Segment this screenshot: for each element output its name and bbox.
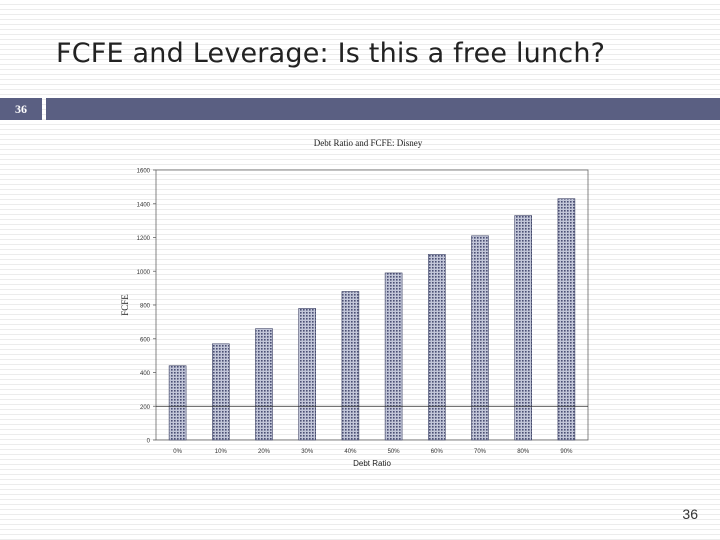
- y-tick-label: 1200: [137, 236, 151, 242]
- y-axis-title: FCFE: [120, 294, 130, 316]
- y-tick-label: 200: [140, 405, 151, 411]
- bar-10-pct: [212, 343, 230, 441]
- y-tick-label: 800: [140, 304, 151, 310]
- y-tick-label: 1400: [137, 202, 151, 208]
- x-tick-label: 80%: [517, 449, 530, 455]
- bar-90-pct: [557, 198, 576, 441]
- bar-20-pct: [255, 328, 273, 441]
- section-number-badge: 36: [0, 98, 42, 120]
- x-tick-label: 50%: [388, 449, 401, 455]
- bar-50-pct: [384, 272, 403, 441]
- y-tick-label: 1600: [137, 169, 151, 175]
- slide-title: FCFE and Leverage: Is this a free lunch?: [56, 38, 606, 69]
- x-tick-label: 70%: [474, 449, 487, 455]
- bar-60-pct: [427, 254, 446, 441]
- x-tick-label: 10%: [215, 449, 228, 455]
- bar-40-pct: [341, 291, 360, 441]
- y-tick-label: 1000: [137, 270, 151, 276]
- y-tick-label: 400: [140, 371, 151, 377]
- bar-0-pct: [168, 365, 187, 441]
- y-tick-label: 600: [140, 337, 151, 343]
- y-tick-label: 0: [147, 439, 151, 445]
- bar-80-pct: [514, 215, 533, 441]
- bar-30-pct: [298, 308, 317, 441]
- bar-70-pct: [471, 235, 489, 441]
- x-tick-label: 30%: [301, 449, 314, 455]
- x-tick-label: 90%: [560, 449, 573, 455]
- slide-number: 36: [682, 506, 698, 522]
- x-axis-title: Debt Ratio: [353, 459, 391, 468]
- x-tick-label: 0%: [173, 449, 182, 455]
- header-band: [46, 98, 720, 120]
- x-tick-label: 40%: [344, 449, 357, 455]
- x-tick-label: 20%: [258, 449, 271, 455]
- x-tick-label: 60%: [431, 449, 444, 455]
- chart-title: Debt Ratio and FCFE: Disney: [314, 138, 423, 148]
